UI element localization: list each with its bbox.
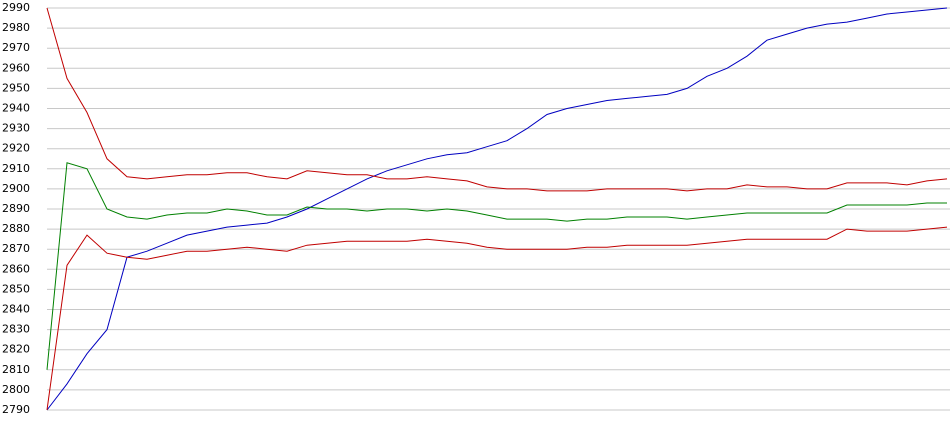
y-tick-label: 2830	[2, 323, 30, 336]
y-tick-label: 2970	[2, 41, 30, 54]
y-tick-label: 2960	[2, 61, 30, 74]
y-tick-label: 2990	[2, 1, 30, 14]
data-line	[46, 162, 947, 370]
y-tick-label: 2900	[2, 182, 30, 195]
y-tick-label: 2800	[2, 383, 30, 396]
y-tick-label: 2930	[2, 122, 30, 135]
y-tick-label: 2950	[2, 81, 30, 94]
y-tick-label: 2870	[2, 242, 30, 255]
data-line	[46, 226, 948, 411]
data-line	[46, 7, 948, 411]
y-tick-label: 2890	[2, 202, 30, 215]
y-tick-label: 2790	[2, 403, 30, 416]
y-tick-label: 2850	[2, 282, 30, 295]
y-tick-label: 2980	[2, 21, 30, 34]
y-tick-label: 2840	[2, 303, 30, 316]
y-tick-label: 2820	[2, 343, 30, 356]
y-tick-label: 2940	[2, 102, 30, 115]
y-tick-label: 2910	[2, 162, 30, 175]
y-tick-label: 2920	[2, 142, 30, 155]
y-tick-label: 2880	[2, 222, 30, 235]
y-tick-label: 2810	[2, 363, 30, 376]
y-tick-label: 2860	[2, 262, 30, 275]
data-line	[46, 7, 948, 192]
